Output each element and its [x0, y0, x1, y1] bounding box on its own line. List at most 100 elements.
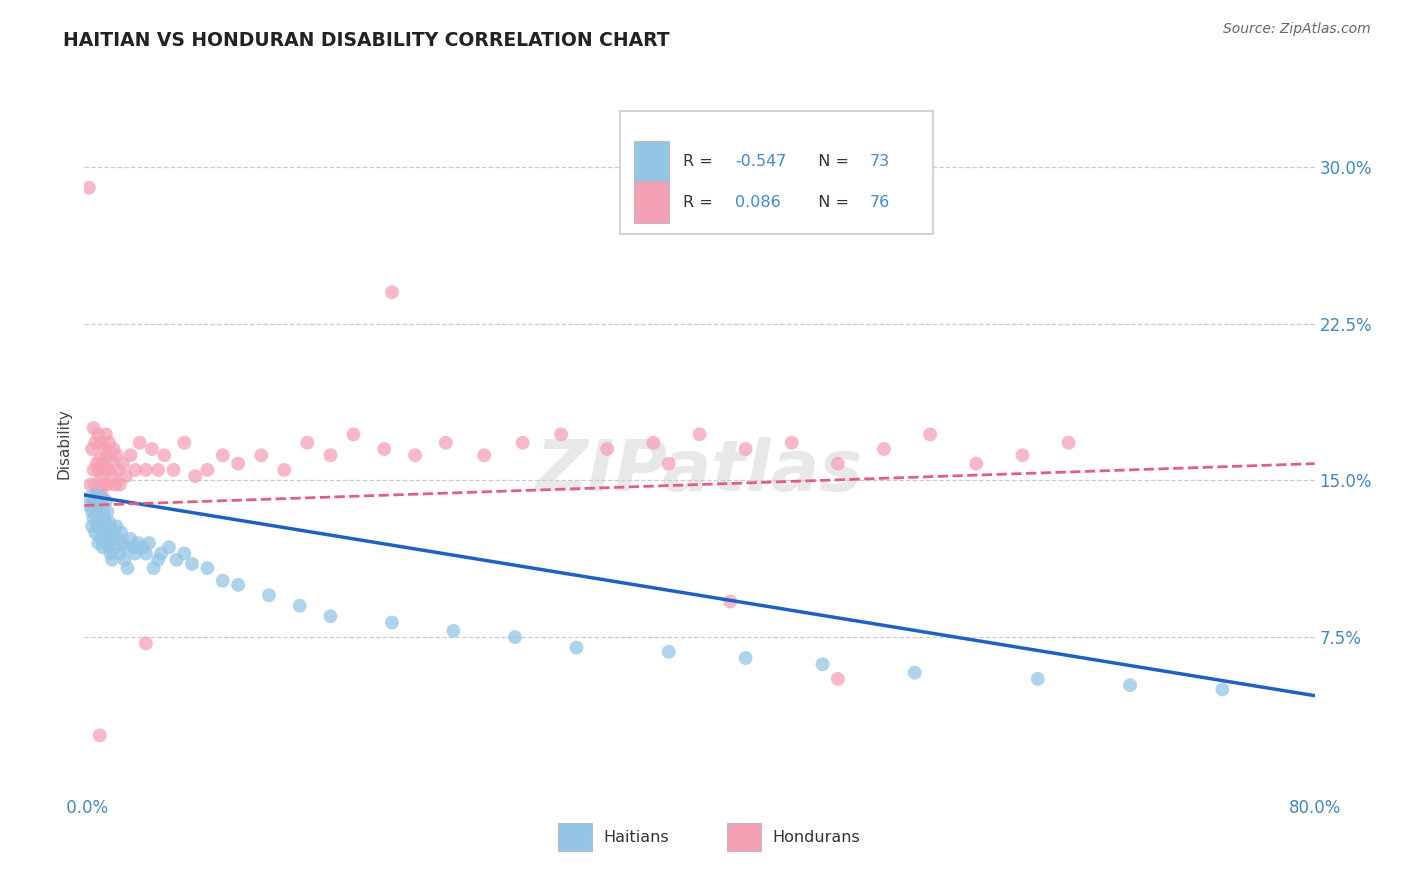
Point	[157, 540, 180, 554]
FancyBboxPatch shape	[620, 112, 934, 234]
Point	[87, 519, 110, 533]
Point	[135, 547, 157, 561]
Point	[135, 636, 157, 650]
Text: -0.547: -0.547	[735, 154, 786, 169]
Point	[111, 536, 134, 550]
Point	[89, 519, 111, 533]
Point	[86, 457, 108, 471]
Point	[873, 442, 896, 456]
Point	[472, 448, 495, 462]
Text: Source: ZipAtlas.com: Source: ZipAtlas.com	[1223, 22, 1371, 37]
Point	[148, 553, 170, 567]
Point	[89, 505, 111, 519]
Point	[89, 490, 111, 504]
Point	[342, 427, 364, 442]
Point	[173, 435, 195, 450]
Point	[1026, 672, 1049, 686]
Point	[108, 547, 131, 561]
Point	[103, 532, 125, 546]
Point	[86, 515, 108, 529]
Point	[596, 442, 619, 456]
Point	[96, 505, 118, 519]
Point	[226, 457, 249, 471]
Point	[128, 435, 150, 450]
Point	[115, 540, 138, 554]
Text: HAITIAN VS HONDURAN DISABILITY CORRELATION CHART: HAITIAN VS HONDURAN DISABILITY CORRELATI…	[63, 31, 669, 50]
Point	[89, 728, 111, 742]
Point	[89, 452, 111, 467]
Point	[288, 599, 311, 613]
Point	[181, 557, 204, 571]
Point	[226, 578, 249, 592]
Point	[94, 494, 117, 508]
Point	[381, 285, 404, 300]
Point	[211, 574, 233, 588]
Point	[103, 442, 125, 456]
Y-axis label: Disability: Disability	[56, 409, 72, 479]
Point	[550, 427, 572, 442]
Point	[166, 553, 188, 567]
Bar	[634, 141, 669, 183]
Point	[142, 561, 165, 575]
Point	[83, 494, 105, 508]
Point	[77, 180, 100, 194]
Point	[127, 536, 149, 550]
Point	[811, 657, 834, 672]
Point	[141, 442, 163, 456]
Point	[920, 427, 942, 442]
Point	[91, 457, 114, 471]
Point	[135, 463, 157, 477]
Point	[108, 477, 131, 491]
Text: 0.086: 0.086	[735, 194, 780, 210]
Point	[512, 435, 534, 450]
Point	[101, 553, 124, 567]
Point	[104, 477, 127, 491]
Point	[1057, 435, 1080, 450]
Text: 73: 73	[869, 154, 890, 169]
Point	[120, 448, 142, 462]
Point	[90, 499, 112, 513]
Point	[197, 463, 219, 477]
Point	[84, 477, 107, 491]
Point	[94, 427, 117, 442]
Point	[373, 442, 395, 456]
Point	[718, 594, 741, 608]
Point	[734, 651, 756, 665]
Point	[107, 463, 129, 477]
Point	[1211, 682, 1233, 697]
Point	[91, 490, 114, 504]
Point	[827, 457, 849, 471]
Point	[84, 502, 107, 516]
Text: ZIPatlas: ZIPatlas	[536, 437, 863, 507]
Point	[434, 435, 457, 450]
Text: R =: R =	[683, 194, 718, 210]
Point	[120, 532, 142, 546]
Point	[91, 540, 114, 554]
Point	[87, 536, 110, 550]
Point	[79, 490, 101, 504]
Point	[257, 588, 280, 602]
Point	[91, 519, 114, 533]
Point	[184, 469, 207, 483]
Point	[80, 519, 103, 533]
Text: R =: R =	[683, 154, 718, 169]
Point	[173, 547, 195, 561]
Point	[100, 547, 122, 561]
Point	[80, 505, 103, 519]
Point	[93, 477, 115, 491]
Point	[319, 448, 342, 462]
Point	[101, 469, 124, 483]
Point	[117, 561, 139, 575]
Point	[84, 525, 107, 540]
Point	[162, 463, 184, 477]
Bar	[558, 823, 592, 851]
Point	[90, 532, 112, 546]
Point	[80, 499, 103, 513]
Point	[734, 442, 756, 456]
Point	[105, 519, 128, 533]
Point	[100, 452, 122, 467]
Point	[112, 553, 135, 567]
Point	[404, 448, 426, 462]
Point	[273, 463, 295, 477]
Point	[77, 499, 100, 513]
